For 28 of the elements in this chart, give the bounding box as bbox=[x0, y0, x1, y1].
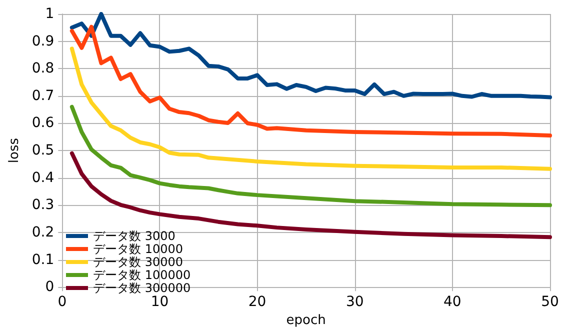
x-tick-label: 10 bbox=[150, 294, 169, 310]
legend-label: データ数 3000 bbox=[93, 229, 176, 243]
line-series bbox=[70, 46, 552, 171]
x-axis-title: epoch bbox=[286, 313, 326, 328]
legend-label: データ数 10000 bbox=[93, 242, 183, 256]
y-tick-label: 0.8 bbox=[32, 60, 54, 77]
line-series bbox=[70, 12, 552, 100]
x-tick-label: 40 bbox=[444, 294, 462, 310]
x-tick-label: 30 bbox=[346, 294, 364, 310]
y-tick-label: 0.5 bbox=[32, 142, 54, 159]
x-tick-label: 20 bbox=[248, 294, 266, 310]
y-tick-label: 0.7 bbox=[32, 88, 54, 104]
legend-label: データ数 30000 bbox=[93, 255, 183, 269]
y-tick-label: 0.6 bbox=[32, 115, 54, 132]
legend-label: データ数 100000 bbox=[93, 268, 191, 282]
y-tick-label: 0 bbox=[45, 279, 54, 296]
line-series bbox=[70, 104, 552, 208]
y-tick-label: 0.3 bbox=[32, 197, 54, 214]
line-series bbox=[70, 24, 552, 138]
legend-label: データ数 300000 bbox=[93, 281, 191, 295]
y-tick-label: 0.4 bbox=[32, 170, 54, 186]
y-tick-label: 1 bbox=[45, 6, 54, 22]
y-tick-label: 0.2 bbox=[32, 224, 54, 240]
x-tick-label: 50 bbox=[541, 294, 559, 310]
y-axis-title: loss bbox=[7, 138, 22, 164]
x-tick-label: 0 bbox=[58, 294, 67, 310]
y-tick-label: 0.1 bbox=[32, 252, 54, 268]
y-tick-label: 0.9 bbox=[32, 33, 54, 50]
